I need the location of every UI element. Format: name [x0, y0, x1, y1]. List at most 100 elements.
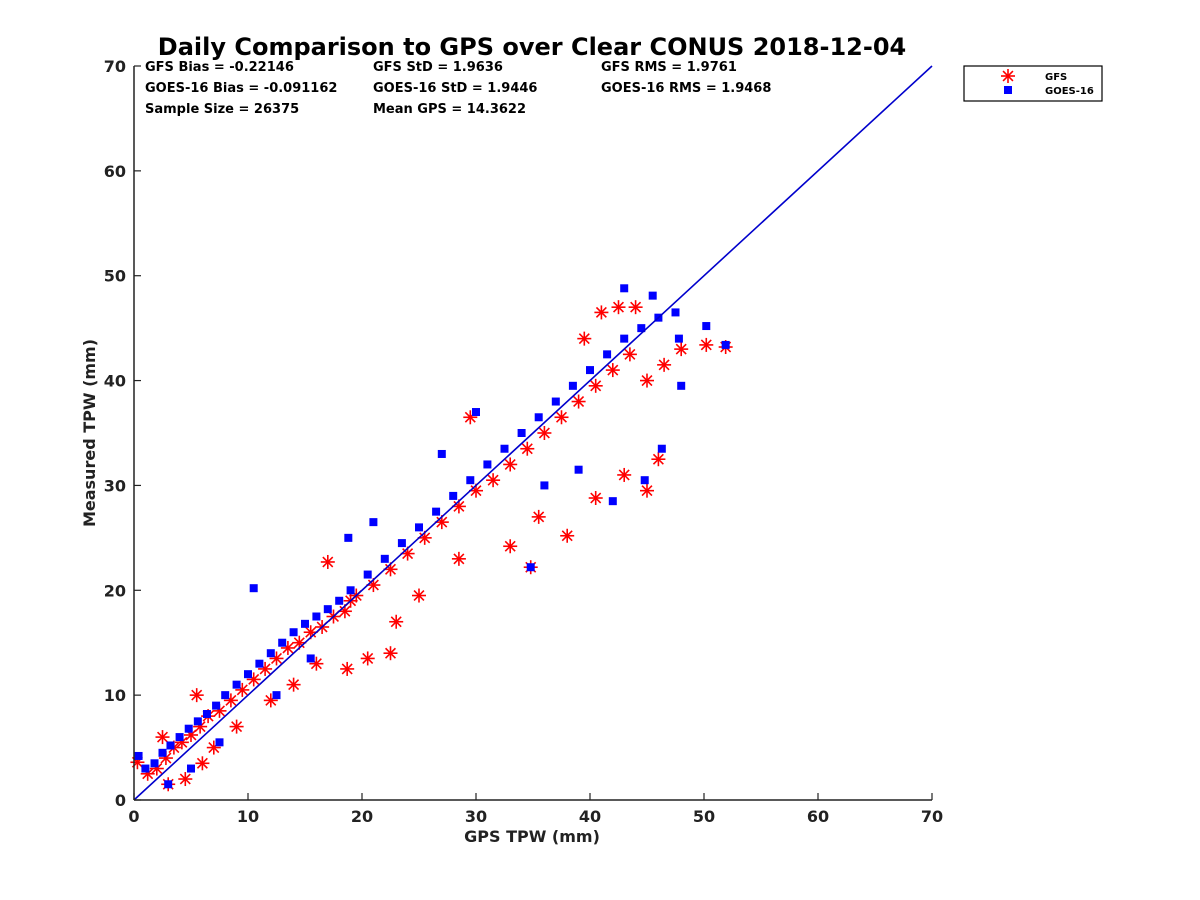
gfs-point	[178, 772, 193, 787]
x-tick-label: 10	[237, 807, 259, 826]
y-tick-label: 70	[104, 57, 126, 76]
goes16-point	[608, 497, 617, 506]
gfs-point	[155, 730, 170, 745]
stat-text: GOES-16 StD = 1.9446	[373, 81, 537, 96]
x-tick-label: 40	[579, 807, 601, 826]
goes16-point	[301, 619, 309, 628]
goes16-point	[534, 413, 543, 422]
goes16-point	[721, 340, 730, 349]
goes16-point	[215, 738, 224, 747]
y-tick-label: 0	[115, 791, 126, 810]
goes16-point	[232, 680, 241, 689]
x-tick-label: 30	[465, 807, 487, 826]
gfs-point	[195, 756, 210, 771]
gfs-point	[640, 373, 654, 388]
x-tick-label: 60	[807, 807, 829, 826]
gfs-point	[699, 337, 714, 352]
y-tick-label: 50	[104, 267, 126, 286]
y-tick-label: 10	[104, 686, 126, 705]
goes16-point	[449, 491, 458, 500]
goes16-point	[212, 701, 221, 710]
goes16-point	[415, 523, 423, 532]
goes16-point	[255, 659, 264, 668]
gfs-point	[628, 300, 643, 315]
gfs-point	[674, 342, 689, 357]
gfs-point	[651, 452, 666, 467]
stat-text: Sample Size = 26375	[145, 102, 299, 117]
gfs-point	[389, 614, 404, 629]
goes16-point	[640, 476, 649, 485]
goes16-point	[432, 507, 441, 516]
gfs-point	[554, 410, 569, 425]
stat-text: GOES-16 RMS = 1.9468	[601, 81, 771, 96]
y-tick-label: 60	[104, 162, 126, 181]
gfs-point	[189, 688, 204, 703]
goes16-point	[648, 291, 657, 300]
legend-goes16-marker	[1004, 86, 1012, 94]
goes16-point	[164, 780, 173, 789]
stat-text: GOES-16 Bias = -0.091162	[145, 81, 337, 96]
stats-annotations: GFS Bias = -0.22146 GFS StD = 1.9636 GFS R…	[145, 60, 771, 117]
gfs-point	[520, 441, 535, 456]
x-tick-label: 0	[128, 807, 139, 826]
stat-text: GFS StD = 1.9636	[373, 60, 503, 75]
goes16-point	[637, 324, 646, 333]
goes16-point	[306, 654, 315, 663]
ticks-layer: 0 10 20 30 40 50 60 70 0 10 20 30 40 50 60 70	[104, 57, 943, 826]
goes16-point	[677, 381, 686, 390]
gfs-point	[577, 331, 592, 346]
goes16-point	[568, 381, 577, 390]
series-gfs	[130, 300, 733, 792]
goes16-point	[483, 460, 492, 469]
goes16-point	[603, 350, 612, 359]
goes16-point	[141, 764, 150, 773]
gfs-point	[451, 551, 466, 566]
goes16-point	[620, 334, 629, 343]
goes16-point	[380, 554, 389, 563]
axes	[133, 66, 932, 801]
goes16-point	[674, 334, 683, 343]
gfs-point	[657, 357, 672, 372]
gfs-point	[320, 554, 335, 569]
gfs-point	[537, 426, 552, 440]
goes16-point	[175, 733, 184, 742]
gfs-point	[617, 467, 632, 482]
gfs-point	[503, 539, 518, 554]
gfs-point	[412, 588, 426, 603]
goes16-point	[671, 308, 680, 317]
x-axis-label: GPS TPW (mm)	[464, 827, 600, 846]
x-tick-label: 70	[921, 807, 943, 826]
stat-text: GFS Bias = -0.22146	[145, 60, 294, 75]
goes16-point	[517, 429, 526, 437]
goes16-point	[272, 691, 281, 700]
goes16-point	[586, 366, 594, 375]
gfs-point	[340, 661, 355, 676]
goes16-point	[500, 444, 509, 453]
gfs-point	[486, 473, 501, 488]
goes16-point	[187, 764, 195, 773]
goes16-point	[289, 628, 298, 637]
goes16-point	[134, 751, 143, 760]
goes16-point	[344, 533, 353, 542]
y-tick-label: 40	[104, 372, 126, 391]
goes16-point	[657, 444, 666, 453]
gfs-point	[640, 483, 654, 498]
gfs-point	[588, 491, 603, 506]
series-goes-16	[134, 284, 730, 789]
gfs-point	[383, 646, 398, 661]
goes16-point	[158, 748, 167, 757]
goes16-point	[166, 741, 175, 750]
goes16-point	[266, 649, 275, 658]
series-layer	[130, 284, 733, 792]
legend-box	[963, 65, 1103, 102]
goes16-point	[369, 518, 378, 527]
goes16-point	[397, 539, 406, 548]
goes16-point	[437, 449, 446, 458]
gfs-point	[531, 509, 546, 524]
goes16-point	[150, 759, 159, 768]
goes16-point	[702, 322, 711, 331]
goes16-point	[221, 691, 230, 700]
goes16-point	[278, 638, 287, 647]
y-axis-label: Measured TPW (mm)	[80, 339, 99, 527]
